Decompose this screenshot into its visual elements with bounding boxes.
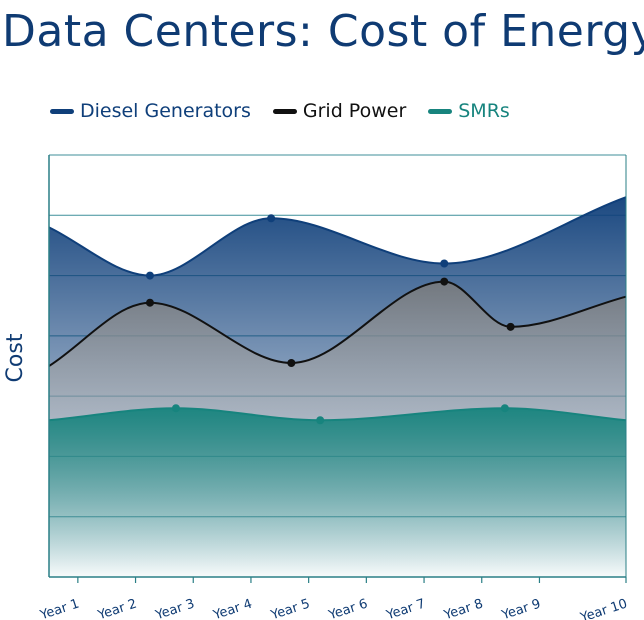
point-diesel xyxy=(440,259,449,268)
legend: Diesel Generators Grid Power SMRs xyxy=(50,100,510,122)
chart-title: Data Centers: Cost of Energy xyxy=(2,6,644,57)
x-tick-label: Year 1 xyxy=(38,597,82,620)
point-grid xyxy=(145,298,154,307)
legend-swatch-smrs xyxy=(428,108,453,114)
x-tick-label: Year 3 xyxy=(153,597,197,620)
point-grid xyxy=(440,277,449,286)
x-tick-label: Year 8 xyxy=(441,597,485,620)
point-diesel xyxy=(267,214,276,223)
series-line-diesel xyxy=(48,196,627,277)
y-axis-label: Cost xyxy=(3,333,28,382)
x-tick-label: Year 2 xyxy=(95,597,139,620)
point-smrs xyxy=(500,404,509,413)
area-smrs xyxy=(49,408,626,577)
x-tick-label: Year 6 xyxy=(326,597,370,620)
point-smrs xyxy=(316,416,325,425)
legend-item-smrs: SMRs xyxy=(428,100,510,122)
legend-label-smrs: SMRs xyxy=(458,100,510,122)
legend-swatch-grid xyxy=(272,108,297,114)
x-tick-label: Year 4 xyxy=(211,597,255,620)
legend-item-grid: Grid Power xyxy=(272,100,407,122)
point-smrs xyxy=(171,404,180,413)
point-diesel xyxy=(145,271,154,280)
x-tick-label: Year 9 xyxy=(499,597,543,620)
legend-label-diesel: Diesel Generators xyxy=(80,100,251,122)
series-line-grid xyxy=(48,280,627,367)
legend-swatch-diesel xyxy=(50,108,74,114)
x-tick-label: Year 5 xyxy=(268,597,312,620)
x-tick-label: Year 7 xyxy=(384,597,428,620)
point-grid xyxy=(506,322,515,331)
x-tick-label: Year 10 xyxy=(578,597,629,620)
point-grid xyxy=(287,358,296,367)
legend-label-grid: Grid Power xyxy=(302,100,407,122)
legend-item-diesel: Diesel Generators xyxy=(50,100,251,122)
